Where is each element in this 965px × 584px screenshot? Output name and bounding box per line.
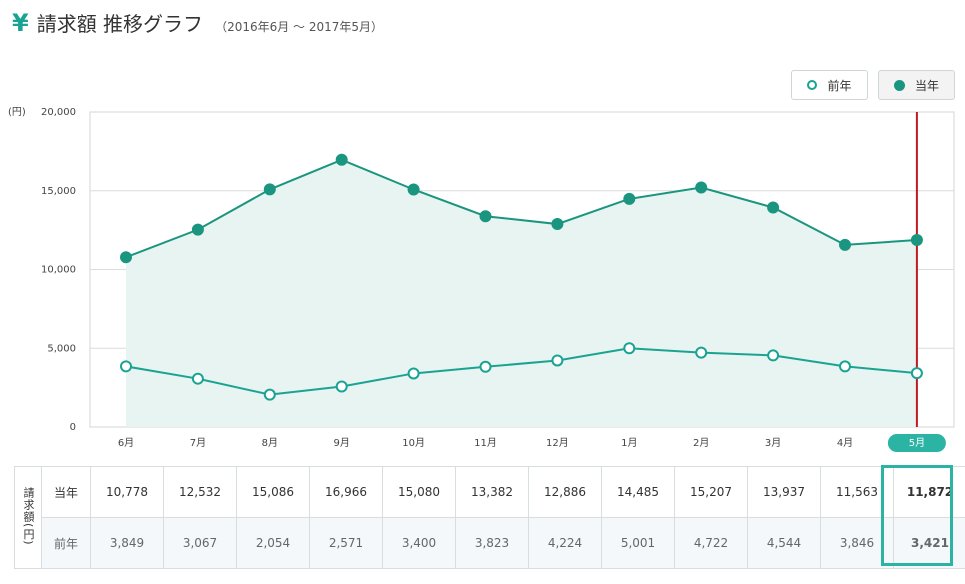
current-year-point <box>623 192 636 205</box>
table-cell: 3,846 <box>820 517 894 569</box>
previous-year-point <box>263 388 276 401</box>
table-cell: 15,086 <box>236 466 310 518</box>
open-circle-icon <box>807 80 818 90</box>
table-cell: 2,054 <box>236 517 310 569</box>
table-cell: 4,224 <box>528 517 602 569</box>
table-cell: 3,421 <box>893 517 965 569</box>
legend-current-year-label: 当年 <box>914 78 939 93</box>
table-cell: 12,532 <box>163 466 237 518</box>
table-cell: 3,849 <box>90 517 164 569</box>
current-year-point <box>407 183 420 196</box>
y-tick-label: 15,000 <box>41 186 76 197</box>
y-tick-label: 0 <box>70 422 76 433</box>
previous-year-row: 前年 3,849 3,067 2,054 2,571 3,400 3,823 4,224 5,0… <box>15 517 965 569</box>
previous-year-point <box>910 367 923 380</box>
previous-year-point <box>551 354 564 367</box>
previous-year-point <box>120 360 132 373</box>
billing-table: 請求額(円) 当年 10,778 12,532 15,086 16,966 15,080 13… <box>14 466 965 569</box>
x-tick-label: 3月 <box>765 437 781 449</box>
x-tick-label: 2月 <box>693 437 709 449</box>
table-cell: 11,563 <box>820 466 894 518</box>
current-year-point <box>263 183 276 196</box>
table-cell: 16,966 <box>309 466 383 518</box>
x-tick-label: 12月 <box>546 437 569 449</box>
table-cell: 13,937 <box>747 466 821 518</box>
legend-previous-year-button[interactable]: 前年 <box>791 70 868 100</box>
x-tick-label: 11月 <box>474 437 497 449</box>
current-year-row: 請求額(円) 当年 10,778 12,532 15,086 16,966 15,080 13… <box>14 466 965 569</box>
legend-previous-year-label: 前年 <box>827 78 852 93</box>
header: ¥ 請求額 推移グラフ （2016年6月 ～ 2017年5月） <box>12 8 383 37</box>
table-cell: 10,778 <box>90 466 164 518</box>
previous-year-point <box>479 360 492 373</box>
table-cell: 2,571 <box>309 517 383 569</box>
current-year-point <box>551 218 564 231</box>
line-chart: 0 5,000 10,000 15,000 20,000 (円) 6月 7月 8月 9月 10月 11… <box>8 107 955 452</box>
previous-year-point <box>839 360 851 373</box>
x-tick-label-current: 5月 <box>909 437 925 449</box>
row-label: 前年 <box>41 517 91 569</box>
current-year-point <box>910 234 923 247</box>
table-cell: 3,067 <box>163 517 237 569</box>
table-cell: 3,823 <box>455 517 529 569</box>
current-year-point <box>479 210 492 223</box>
legend: 前年 当年 <box>791 70 955 100</box>
table-cell: 5,001 <box>601 517 675 569</box>
period-label: （2016年6月 ～ 2017年5月） <box>215 20 384 34</box>
table-side-label-text: 請求額(円) <box>22 486 35 546</box>
previous-year-point <box>767 349 780 362</box>
table-cell: 12,886 <box>528 466 602 518</box>
current-year-line <box>125 158 917 259</box>
x-tick-label: 10月 <box>402 437 425 449</box>
current-year-point <box>767 201 780 214</box>
x-tick-label: 4月 <box>837 437 853 449</box>
y-unit-label: (円) <box>8 107 26 118</box>
previous-year-point <box>623 342 636 355</box>
table-cell: 15,080 <box>382 466 456 518</box>
current-year-point <box>695 181 708 194</box>
previous-year-point <box>335 380 348 393</box>
current-year-area <box>126 159 917 427</box>
x-tick-label: 1月 <box>621 437 637 449</box>
previous-year-point <box>407 367 420 380</box>
filled-circle-icon <box>893 79 905 91</box>
table-side-label: 請求額(円) <box>14 466 42 569</box>
current-month-pill <box>887 434 946 452</box>
table-cell: 13,382 <box>455 466 529 518</box>
table-cell: 4,722 <box>674 517 748 569</box>
legend-current-year-button[interactable]: 当年 <box>878 70 955 100</box>
table-cell: 14,485 <box>601 466 675 518</box>
x-tick-label: 6月 <box>118 437 134 449</box>
x-tick-label: 9月 <box>334 437 350 449</box>
previous-year-point <box>191 372 204 385</box>
previous-year-point <box>695 346 708 359</box>
current-year-point <box>120 251 132 264</box>
table-cell: 11,872 <box>893 466 965 518</box>
page-title: 請求額 推移グラフ <box>36 12 204 36</box>
y-tick-label: 10,000 <box>41 265 76 276</box>
current-year-point <box>335 153 348 166</box>
table-cell: 15,207 <box>674 466 748 518</box>
x-tick-label: 8月 <box>262 437 278 449</box>
y-tick-label: 20,000 <box>41 107 76 118</box>
row-label: 当年 <box>41 466 91 518</box>
x-tick-label: 7月 <box>190 437 206 449</box>
current-year-point <box>839 238 851 251</box>
previous-year-line <box>125 347 917 396</box>
table-cell: 4,544 <box>747 517 821 569</box>
current-year-point <box>191 223 204 236</box>
table-cell: 3,400 <box>382 517 456 569</box>
yen-icon: ¥ <box>12 9 29 37</box>
y-tick-label: 5,000 <box>47 343 76 354</box>
